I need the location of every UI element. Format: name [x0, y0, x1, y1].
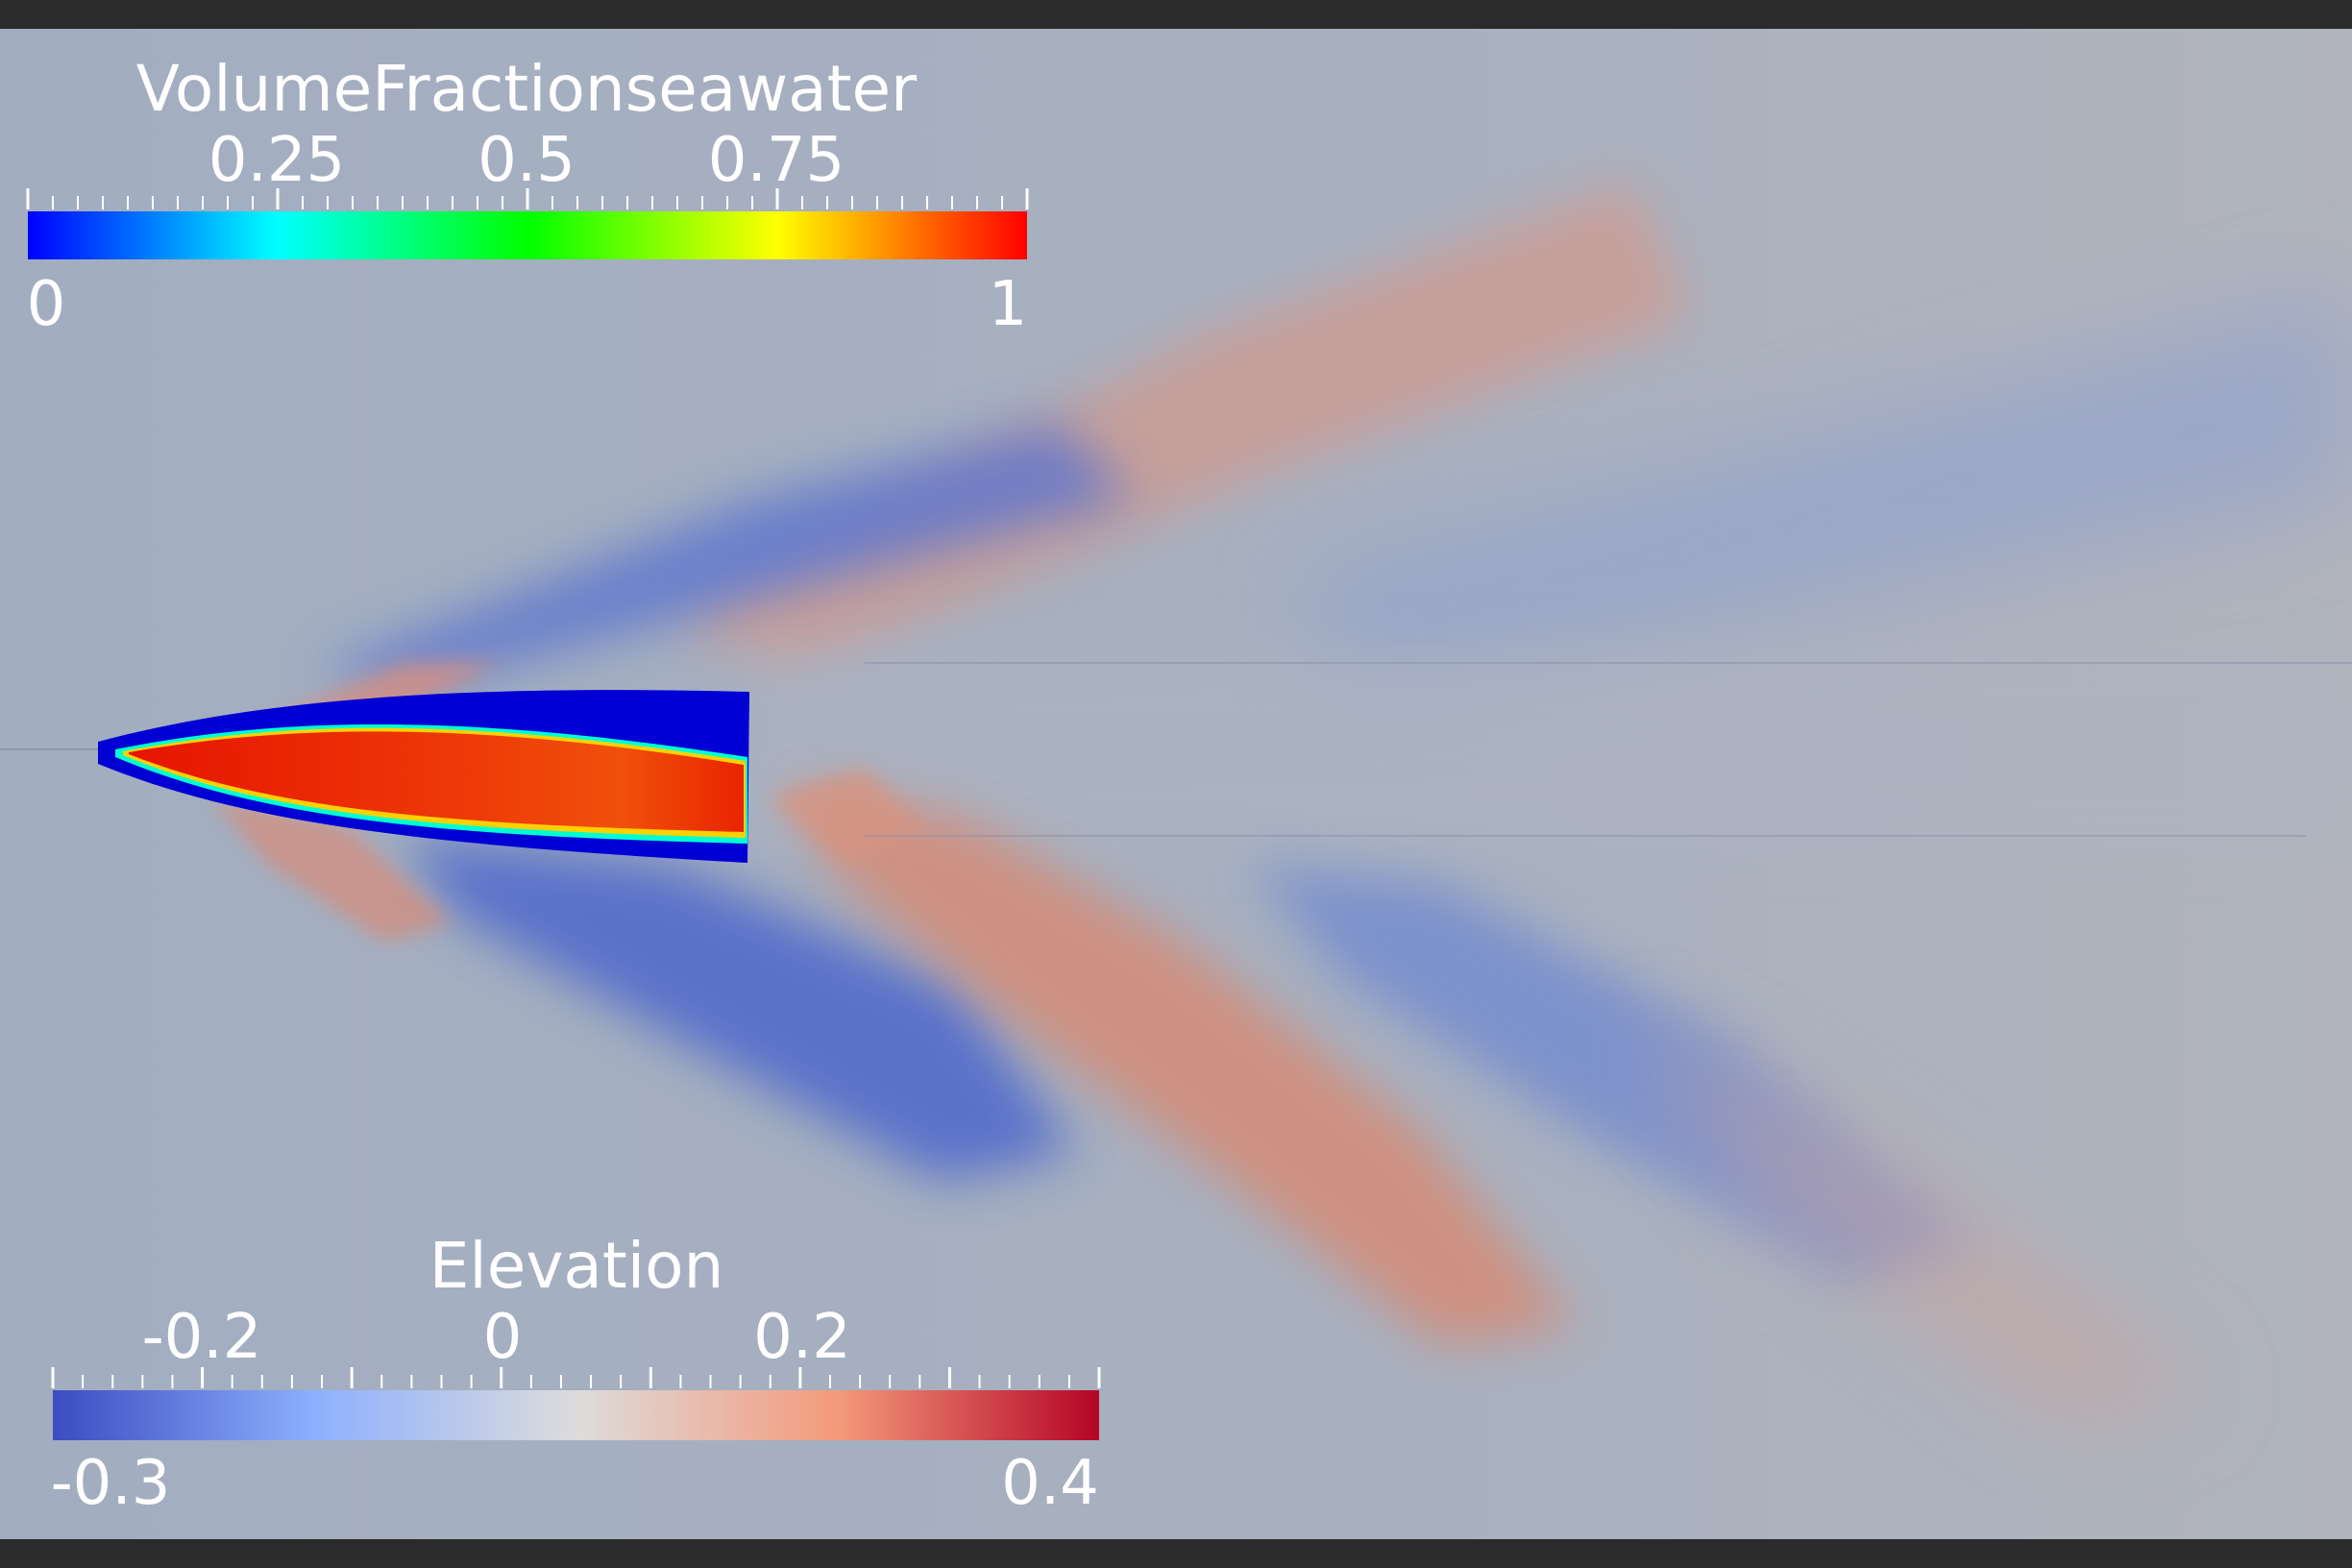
vf-legend-title: VolumeFractionseawater — [136, 52, 918, 126]
hull-volume-fraction — [98, 690, 749, 863]
elevation-field — [0, 29, 2352, 1539]
vf-tick-marks — [26, 188, 1029, 209]
vf-tick-label: 0.75 — [708, 125, 845, 196]
elevation-legend: Elevation -0.2 0 0.2 -0.3 0.4 — [51, 1229, 1101, 1519]
vf-max-label: 1 — [989, 269, 1028, 340]
bottom-frame-bar — [0, 1539, 2352, 1568]
vf-tick-label: 0.25 — [208, 125, 346, 196]
vf-tick-label: 0.5 — [478, 125, 576, 196]
elevation-tick-label: -0.2 — [142, 1302, 262, 1373]
elevation-tick-label: 0.2 — [753, 1302, 851, 1373]
top-frame-bar — [0, 0, 2352, 29]
vf-min-label: 0 — [27, 269, 66, 340]
elevation-max-label: 0.4 — [1001, 1448, 1099, 1519]
elevation-tick-label: 0 — [483, 1302, 523, 1373]
elevation-tick-marks — [51, 1367, 1101, 1388]
elevation-min-label: -0.3 — [51, 1448, 171, 1519]
vf-color-bar — [28, 211, 1027, 259]
elevation-color-bar — [53, 1390, 1099, 1440]
elevation-legend-title: Elevation — [429, 1229, 724, 1303]
volume-fraction-legend: VolumeFractionseawater 0.25 0.5 0.75 0 1 — [26, 52, 1029, 340]
